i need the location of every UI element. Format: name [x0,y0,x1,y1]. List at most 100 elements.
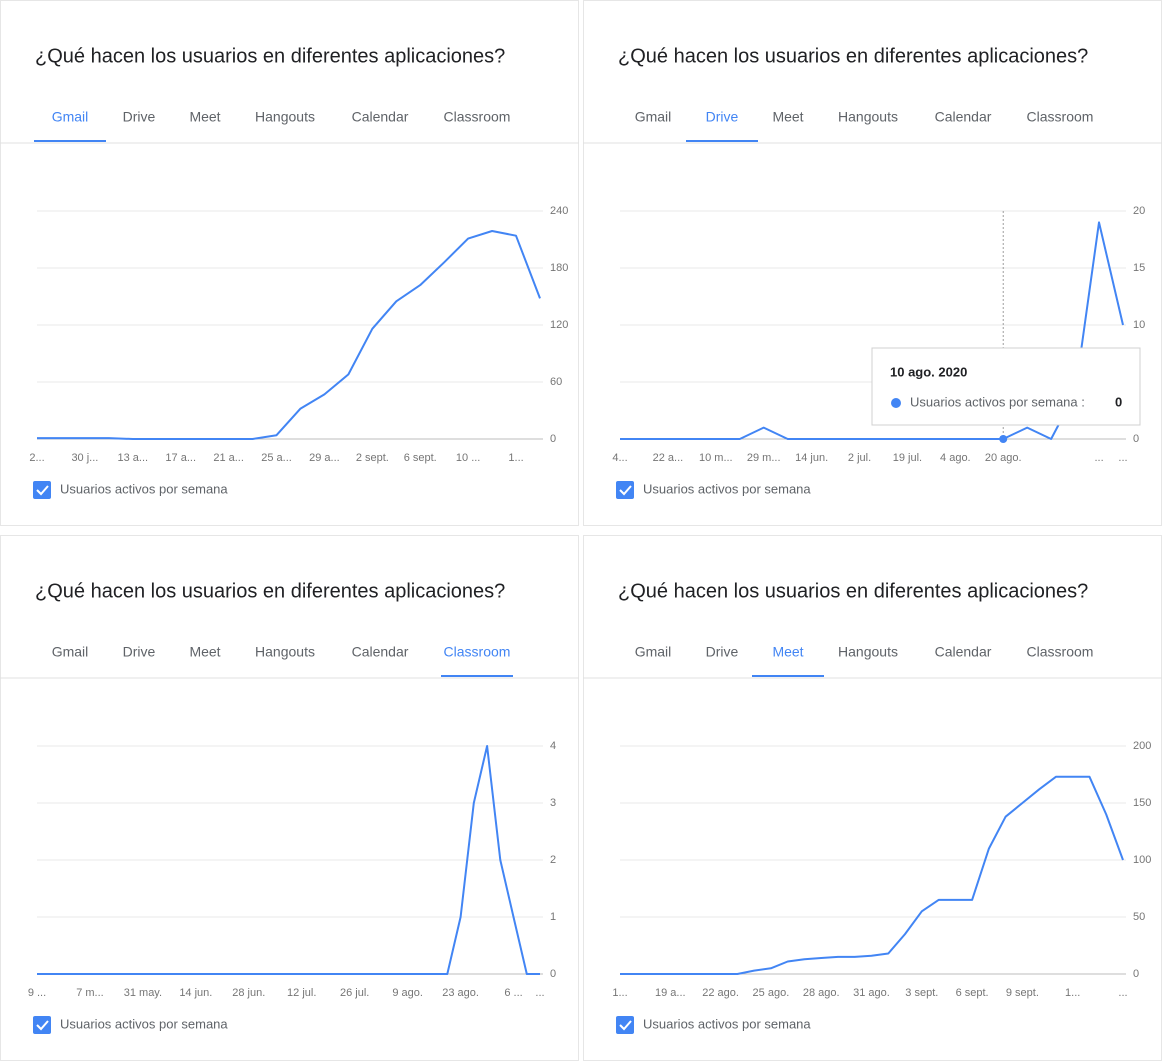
data-line [620,775,1124,975]
tab[interactable]: Hangouts [838,644,898,660]
tab[interactable]: Drive [706,109,739,125]
x-tick-label: 25 ago. [753,987,790,999]
data-line [37,230,541,440]
tab[interactable]: Hangouts [255,109,315,125]
panel-frame [583,0,1162,526]
tooltip-value: 0 [1115,394,1122,409]
tab[interactable]: Gmail [52,644,89,660]
legend-label: Usuarios activos por semana [643,1016,811,1031]
tab[interactable]: Drive [123,109,156,125]
tooltip-title: 10 ago. 2020 [890,364,967,379]
y-tick-label: 0 [1133,433,1139,445]
panel-frame [583,535,1162,1061]
x-tick-label: ... [535,987,544,999]
legend-checkbox[interactable] [616,1016,634,1034]
data-line [620,221,1124,440]
tab[interactable]: Meet [189,644,220,660]
x-tick-label: 10 m... [699,452,733,464]
panel: ¿Qué hacen los usuarios en diferentes ap… [0,0,579,526]
y-tick-label: 3 [550,797,556,809]
panel: ¿Qué hacen los usuarios en diferentes ap… [583,0,1162,526]
tab[interactable]: Classroom [444,644,511,660]
tab[interactable]: Classroom [1027,644,1094,660]
y-tick-label: 0 [550,968,556,980]
checkmark [619,1020,632,1031]
panel-title: ¿Qué hacen los usuarios en diferentes ap… [618,45,1088,67]
x-tick-label: 14 jun. [179,987,212,999]
x-tick-label: 9 sept. [1006,987,1039,999]
y-tick-label: 2 [550,854,556,866]
y-tick-label: 120 [550,319,568,331]
x-tick-label: 7 m... [76,987,104,999]
x-tick-label: 2... [29,452,44,464]
y-tick-label: 200 [1133,740,1151,752]
x-tick-label: 12 jul. [287,987,316,999]
y-tick-label: 15 [1133,262,1145,274]
x-tick-label: 31 may. [124,987,162,999]
x-tick-label: 25 a... [261,452,292,464]
data-line [37,745,540,975]
legend-checkbox[interactable] [33,481,51,499]
x-tick-label: 21 a... [213,452,244,464]
x-tick-label: 14 jun. [795,452,828,464]
tab-indicator [752,675,824,677]
x-tick-label: 23 ago. [442,987,479,999]
x-tick-label: 1... [1065,987,1080,999]
x-tick-label: 2 jul. [848,452,871,464]
x-tick-label: 17 a... [165,452,196,464]
x-tick-label: 13 a... [118,452,149,464]
x-tick-label: 29 m... [747,452,781,464]
tab[interactable]: Hangouts [838,109,898,125]
x-tick-label: 30 j... [71,452,98,464]
x-tick-label: 6 sept. [404,452,437,464]
x-tick-label: 1... [612,987,627,999]
tooltip-box [871,347,1141,426]
x-tick-label: 31 ago. [853,987,890,999]
x-tick-label: 19 jul. [893,452,922,464]
tab[interactable]: Calendar [352,644,409,660]
legend-checkbox[interactable] [33,1016,51,1034]
tab[interactable]: Hangouts [255,644,315,660]
tab[interactable]: Meet [772,644,803,660]
tab[interactable]: Gmail [635,644,672,660]
hover-point [999,435,1008,443]
y-tick-label: 50 [1133,911,1145,923]
x-tick-label: 28 ago. [803,987,840,999]
legend-label: Usuarios activos por semana [60,1016,228,1031]
tab[interactable]: Classroom [444,109,511,125]
tab[interactable]: Calendar [935,644,992,660]
tab[interactable]: Gmail [52,109,89,125]
panel-frame [0,535,579,1061]
tab[interactable]: Meet [189,109,220,125]
panel-title: ¿Qué hacen los usuarios en diferentes ap… [618,580,1088,602]
y-tick-label: 1 [550,911,556,923]
checkmark [36,485,49,496]
tab[interactable]: Gmail [635,109,672,125]
y-tick-label: 100 [1133,854,1151,866]
tab-indicator [686,140,758,142]
tab[interactable]: Drive [706,644,739,660]
x-tick-label: 22 ago. [702,987,739,999]
x-tick-label: 9 ago. [392,987,423,999]
x-tick-label: 26 jul. [340,987,369,999]
x-tick-label: 4 ago. [940,452,971,464]
x-tick-label: 10 ... [456,452,480,464]
x-tick-label: 3 sept. [905,987,938,999]
panel-frame [0,0,579,526]
y-tick-label: 60 [550,376,562,388]
panel-title: ¿Qué hacen los usuarios en diferentes ap… [35,45,505,67]
y-tick-label: 10 [1133,319,1145,331]
tab[interactable]: Calendar [352,109,409,125]
legend-label: Usuarios activos por semana [60,481,228,496]
y-tick-label: 0 [1133,968,1139,980]
tab[interactable]: Drive [123,644,156,660]
x-tick-label: ... [1118,452,1127,464]
y-tick-label: 4 [550,740,556,752]
x-tick-label: 4... [612,452,627,464]
legend-checkbox[interactable] [616,481,634,499]
tab[interactable]: Meet [772,109,803,125]
tab[interactable]: Classroom [1027,109,1094,125]
tab[interactable]: Calendar [935,109,992,125]
x-tick-label: ... [1118,987,1127,999]
